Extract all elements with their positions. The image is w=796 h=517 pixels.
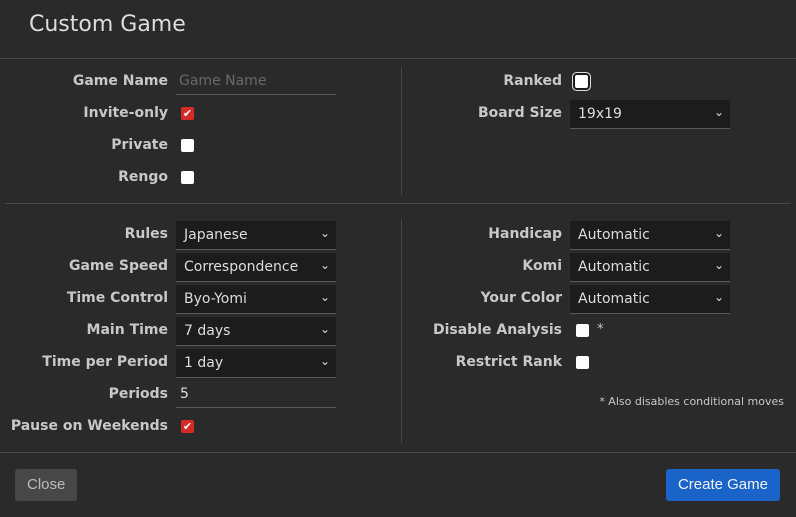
- rengo-label: Rengo: [118, 169, 168, 185]
- chevron-down-icon: ⌄: [319, 226, 330, 240]
- divider: [401, 67, 402, 195]
- time-control-select[interactable]: Byo-Yomi ⌄: [176, 285, 336, 314]
- chevron-down-icon: ⌄: [319, 258, 330, 272]
- chevron-down-icon: ⌄: [713, 226, 724, 240]
- game-speed-select[interactable]: Correspondence ⌄: [176, 253, 336, 282]
- invite-only-label: Invite-only: [83, 105, 168, 121]
- your-color-select[interactable]: Automatic ⌄: [570, 285, 730, 314]
- komi-select[interactable]: Automatic ⌄: [570, 253, 730, 282]
- your-color-value: Automatic: [578, 291, 650, 307]
- rules-label: Rules: [124, 226, 168, 242]
- chevron-down-icon: ⌄: [713, 105, 724, 119]
- time-per-period-label: Time per Period: [42, 354, 168, 370]
- game-name-input[interactable]: Game Name: [176, 68, 336, 95]
- pause-on-weekends-checkbox[interactable]: ✔: [181, 420, 194, 433]
- handicap-select[interactable]: Automatic ⌄: [570, 221, 730, 250]
- restrict-rank-checkbox[interactable]: [576, 356, 589, 369]
- game-name-label: Game Name: [72, 73, 168, 89]
- time-control-label: Time Control: [66, 290, 168, 306]
- handicap-value: Automatic: [578, 227, 650, 243]
- analysis-note: * Also disables conditional moves: [599, 395, 784, 408]
- create-game-button[interactable]: Create Game: [665, 469, 780, 501]
- komi-value: Automatic: [578, 259, 650, 275]
- rengo-checkbox[interactable]: [181, 171, 194, 184]
- private-label: Private: [111, 137, 168, 153]
- chevron-down-icon: ⌄: [713, 258, 724, 272]
- dialog-title: Custom Game: [29, 12, 186, 37]
- time-per-period-select[interactable]: 1 day ⌄: [176, 349, 336, 378]
- divider: [0, 58, 796, 59]
- game-speed-value: Correspondence: [184, 259, 299, 275]
- disable-analysis-checkbox[interactable]: [576, 324, 589, 337]
- chevron-down-icon: ⌄: [319, 290, 330, 304]
- periods-label: Periods: [108, 386, 168, 402]
- chevron-down-icon: ⌄: [713, 290, 724, 304]
- ranked-checkbox[interactable]: [573, 73, 590, 90]
- restrict-rank-label: Restrict Rank: [455, 354, 562, 370]
- asterisk: *: [597, 322, 604, 337]
- komi-label: Komi: [522, 258, 562, 274]
- main-time-value: 7 days: [184, 323, 231, 339]
- divider: [401, 219, 402, 443]
- disable-analysis-label: Disable Analysis: [432, 322, 562, 338]
- private-checkbox[interactable]: [181, 139, 194, 152]
- chevron-down-icon: ⌄: [319, 354, 330, 368]
- time-per-period-value: 1 day: [184, 355, 224, 371]
- board-size-select[interactable]: 19x19 ⌄: [570, 100, 730, 129]
- check-icon: ✔: [182, 420, 193, 433]
- rules-select[interactable]: Japanese ⌄: [176, 221, 336, 250]
- divider: [0, 452, 796, 453]
- chevron-down-icon: ⌄: [319, 322, 330, 336]
- check-icon: ✔: [182, 107, 193, 120]
- handicap-label: Handicap: [488, 226, 562, 242]
- periods-input[interactable]: 5: [176, 381, 336, 408]
- time-control-value: Byo-Yomi: [184, 291, 247, 307]
- ranked-label: Ranked: [503, 73, 562, 89]
- divider: [5, 203, 791, 204]
- main-time-select[interactable]: 7 days ⌄: [176, 317, 336, 346]
- your-color-label: Your Color: [480, 290, 562, 306]
- rules-value: Japanese: [184, 227, 248, 243]
- game-speed-label: Game Speed: [68, 258, 168, 274]
- board-size-label: Board Size: [477, 105, 562, 121]
- pause-on-weekends-label: Pause on Weekends: [10, 418, 168, 434]
- board-size-value: 19x19: [578, 106, 622, 122]
- close-button[interactable]: Close: [15, 469, 78, 501]
- main-time-label: Main Time: [86, 322, 168, 338]
- invite-only-checkbox[interactable]: ✔: [181, 107, 194, 120]
